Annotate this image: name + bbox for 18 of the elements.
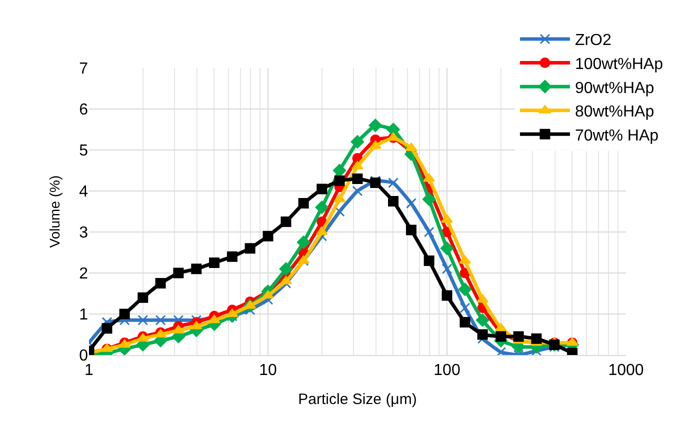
y-tick-label: 2 (79, 266, 88, 283)
legend-label: 100wt%HAp (574, 56, 664, 74)
y-tick-label: 4 (79, 184, 88, 201)
x-axis-title: Particle Size (μm) (298, 391, 417, 408)
legend-label: 70wt% HAp (574, 127, 659, 144)
y-tick-label: 1 (79, 306, 88, 324)
x-tick-label: 1000 (608, 362, 644, 380)
legend-label: 80wt%HAp (574, 104, 654, 121)
x-tick-label: 100 (434, 362, 460, 380)
y-tick-label: 5 (79, 142, 88, 160)
y-tick-label: 6 (79, 102, 88, 119)
legend-label: 90wt%HAp (574, 80, 654, 97)
y-axis-title: Volume (%) (46, 175, 63, 248)
y-tick-label: 7 (79, 60, 88, 78)
y-tick-label: 3 (79, 224, 88, 242)
legend-label: ZrO2 (574, 32, 612, 50)
y-tick-label: 0 (79, 348, 88, 365)
x-tick-label: 10 (259, 362, 277, 380)
